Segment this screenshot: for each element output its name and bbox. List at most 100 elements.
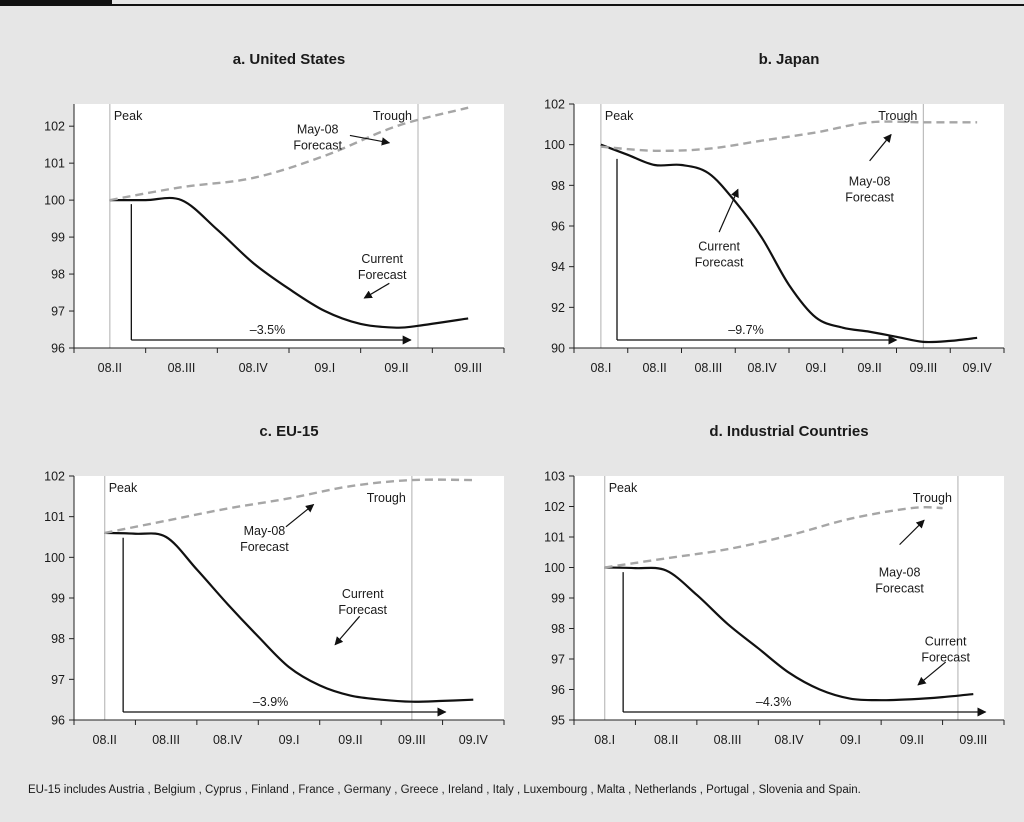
may-08-forecast-line <box>104 478 474 535</box>
current-forecast-label: Forecast <box>695 255 744 269</box>
y-tick-label: 97 <box>551 653 565 667</box>
y-tick-label: 98 <box>551 622 565 636</box>
current-forecast-label: Forecast <box>338 603 387 617</box>
y-tick-label: 97 <box>51 305 65 319</box>
peak-label: Peak <box>109 481 138 495</box>
chart-united-states: a. United States 96 97 98 99 100 101 102 08.II 08… <box>44 51 505 375</box>
y-tick-label: 90 <box>551 342 565 356</box>
peak-label: Peak <box>609 481 638 495</box>
x-tick-label: 08.III <box>694 361 722 375</box>
x-tick-label: 08.III <box>168 361 196 375</box>
x-tick-label: 08.I <box>590 361 611 375</box>
x-tick-label: 09.III <box>959 733 987 747</box>
x-tick-label: 09.IV <box>963 361 993 375</box>
x-tick-label: 08.II <box>654 733 678 747</box>
chart-japan: b. Japan 90 92 94 96 98 100 102 08.I 08.II 08.III 0… <box>544 51 1005 375</box>
y-tick-label: 99 <box>51 592 65 606</box>
x-tick-label: 09.IV <box>459 733 489 747</box>
x-tick-label: 09.II <box>857 361 881 375</box>
chart-title: c. EU-15 <box>259 423 318 440</box>
y-tick-label: 96 <box>51 342 65 356</box>
x-tick-label: 08.I <box>594 733 615 747</box>
current-forecast-line <box>604 566 974 702</box>
y-tick-label: 92 <box>551 301 565 315</box>
chart-title: d. Industrial Countries <box>709 423 868 440</box>
y-tick-label: 98 <box>51 268 65 282</box>
may-08-forecast-label: Forecast <box>240 540 289 554</box>
x-tick-label: 08.IV <box>239 361 269 375</box>
x-tick-label: 08.II <box>98 361 122 375</box>
x-tick-label: 09.I <box>805 361 826 375</box>
panel-japan: b. Japan 90 92 94 96 98 100 102 08.I 08.II 08.III 0… <box>512 40 1012 380</box>
y-tick-label: 102 <box>544 98 565 112</box>
chart-eu-15: c. EU-15 96 97 98 99 100 101 102 08.II 08.III 08.I… <box>44 423 505 747</box>
trough-label: Trough <box>373 109 412 123</box>
x-tick-label: 08.IV <box>774 733 804 747</box>
current-forecast-label: Forecast <box>358 268 407 282</box>
current-forecast-arrow <box>334 615 361 646</box>
panel-industrial-countries: d. Industrial Countries 95 96 97 98 99 100 101 1… <box>512 412 1012 752</box>
decline-label: –4.3% <box>756 695 791 709</box>
footnote: EU-15 includes Austria , Belgium , Cypru… <box>28 784 861 796</box>
chart-title: a. United States <box>233 51 346 68</box>
y-tick-label: 97 <box>51 673 65 687</box>
chart-title: b. Japan <box>759 51 820 68</box>
y-tick-label: 96 <box>51 714 65 728</box>
y-tick-label: 96 <box>551 220 565 234</box>
peak-label: Peak <box>605 109 634 123</box>
current-forecast-label: Current <box>925 634 967 648</box>
x-tick-label: 09.II <box>338 733 362 747</box>
y-tick-label: 100 <box>44 551 65 565</box>
x-tick-label: 09.I <box>314 361 335 375</box>
may-08-forecast-arrow <box>285 503 315 528</box>
trough-label: Trough <box>913 491 952 505</box>
y-tick-label: 94 <box>551 260 565 274</box>
x-tick-label: 09.I <box>279 733 300 747</box>
x-tick-label: 08.II <box>642 361 666 375</box>
x-tick-label: 08.II <box>93 733 117 747</box>
may-08-forecast-line <box>604 506 943 569</box>
y-tick-label: 96 <box>551 683 565 697</box>
may-08-forecast-label: May-08 <box>244 524 286 538</box>
may-08-forecast-label: May-08 <box>297 123 339 137</box>
current-forecast-line <box>104 531 474 703</box>
header-tab <box>0 0 112 6</box>
y-tick-label: 103 <box>544 470 565 484</box>
x-tick-label: 08.III <box>152 733 180 747</box>
current-forecast-line <box>109 196 469 329</box>
x-tick-label: 08.IV <box>213 733 243 747</box>
current-forecast-arrow <box>363 282 390 299</box>
may-08-forecast-line <box>109 106 469 202</box>
y-tick-label: 101 <box>44 157 65 171</box>
may-08-forecast-label: Forecast <box>845 190 894 204</box>
y-tick-label: 100 <box>544 138 565 152</box>
current-forecast-arrow <box>718 188 739 233</box>
y-tick-label: 99 <box>51 231 65 245</box>
y-tick-label: 102 <box>544 500 565 514</box>
plot-area <box>74 476 504 720</box>
y-tick-label: 99 <box>551 592 565 606</box>
trough-label: Trough <box>367 491 406 505</box>
current-forecast-label: Current <box>698 239 740 253</box>
panel-eu-15: c. EU-15 96 97 98 99 100 101 102 08.II 08.III 08.I… <box>12 412 512 752</box>
plot-area <box>574 104 1004 348</box>
decline-label: –9.7% <box>728 323 763 337</box>
y-tick-label: 101 <box>44 510 65 524</box>
may-08-forecast-arrow <box>899 519 925 546</box>
decline-label: –3.5% <box>250 323 285 337</box>
plot-area <box>574 476 1004 720</box>
x-tick-label: 09.III <box>909 361 937 375</box>
current-forecast-arrow <box>917 661 947 686</box>
x-tick-label: 08.IV <box>748 361 778 375</box>
y-tick-label: 102 <box>44 470 65 484</box>
y-tick-label: 95 <box>551 714 565 728</box>
y-tick-label: 100 <box>44 194 65 208</box>
may-08-forecast-line <box>600 120 978 153</box>
x-tick-label: 09.II <box>900 733 924 747</box>
chart-industrial-countries: d. Industrial Countries 95 96 97 98 99 100 101 1… <box>544 423 1005 747</box>
top-rule <box>0 0 1024 6</box>
x-tick-label: 09.I <box>840 733 861 747</box>
y-tick-label: 100 <box>544 561 565 575</box>
current-forecast-label: Current <box>342 587 384 601</box>
y-tick-label: 98 <box>51 632 65 646</box>
